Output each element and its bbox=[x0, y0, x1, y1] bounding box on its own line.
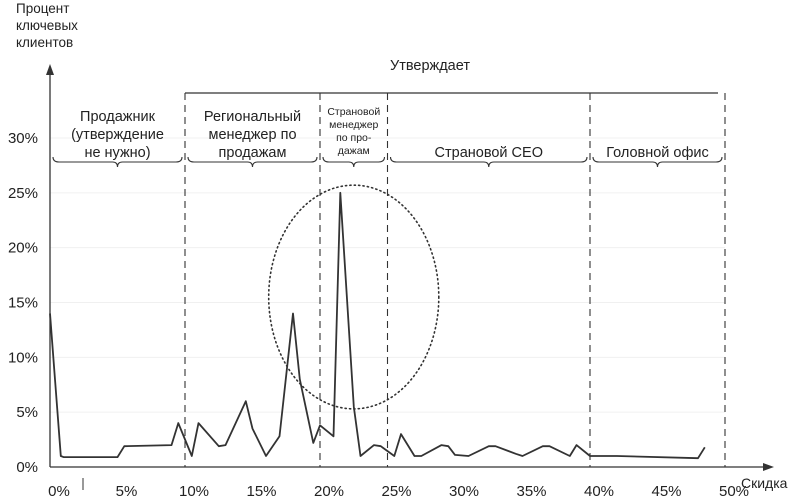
region-label-4-0: Головной офис bbox=[606, 145, 709, 161]
y-axis-label-line-1: ключевых bbox=[16, 18, 78, 33]
region-boundaries bbox=[184, 93, 726, 467]
y-tick-label-20: 20% bbox=[8, 240, 38, 257]
y-axis-arrow bbox=[46, 64, 54, 75]
region-label-0-2: не нужно) bbox=[84, 145, 150, 161]
x-tick-label-40: 40% bbox=[584, 483, 614, 500]
y-axis-label: Процент ключевых клиентов bbox=[16, 1, 78, 50]
x-tick-label-5: 5% bbox=[116, 483, 138, 500]
x-tick-label-10: 10% bbox=[179, 483, 209, 500]
x-tick-label-25: 25% bbox=[381, 483, 411, 500]
region-label-1-0: Региональный bbox=[204, 109, 301, 125]
region-label-2-0: Страновой bbox=[327, 106, 380, 118]
y-tick-label-0: 0% bbox=[16, 459, 38, 476]
y-tick-label-5: 5% bbox=[16, 404, 38, 421]
y-tick-labels: 0% 5% 10% 15% 20% 25% 30% bbox=[8, 130, 38, 476]
x-tick-label-30: 30% bbox=[449, 483, 479, 500]
region-label-2-2: по про- bbox=[336, 132, 372, 144]
y-tick-label-10: 10% bbox=[8, 349, 38, 366]
highlight-ellipse bbox=[267, 184, 440, 410]
approval-bracket-label: Утверждает bbox=[390, 58, 470, 74]
x-tick-label-15: 15% bbox=[246, 483, 276, 500]
x-tick-label-20: 20% bbox=[314, 483, 344, 500]
highlight-ellipse-shape bbox=[267, 184, 440, 410]
region-label-1-2: продажам bbox=[219, 145, 287, 161]
y-tick-label-30: 30% bbox=[8, 130, 38, 147]
axes bbox=[46, 64, 774, 490]
y-axis-label-line-0: Процент bbox=[16, 1, 69, 16]
region-label-1-1: менеджер по bbox=[208, 127, 296, 143]
region-label-2-3: дажам bbox=[338, 145, 370, 157]
x-axis-arrow bbox=[763, 463, 774, 471]
y-tick-label-25: 25% bbox=[8, 185, 38, 202]
region-brace-1 bbox=[187, 156, 318, 168]
x-tick-label-35: 35% bbox=[516, 483, 546, 500]
x-tick-labels: 0% 5% 10% 15% 20% 25% 30% 35% 40% 45% 50% bbox=[48, 483, 749, 500]
x-tick-label-50: 50% bbox=[719, 483, 749, 500]
x-tick-label-45: 45% bbox=[651, 483, 681, 500]
region-brace-4 bbox=[592, 156, 723, 168]
region-brace-3 bbox=[389, 156, 588, 168]
y-tick-label-15: 15% bbox=[8, 295, 38, 312]
x-tick-label-0: 0% bbox=[48, 483, 70, 500]
region-brace-2 bbox=[322, 156, 386, 168]
y-axis-label-line-2: клиентов bbox=[16, 35, 73, 50]
series-line-0 bbox=[49, 191, 706, 460]
approval-regions: Продажник (утверждение не нужно) Региональн… bbox=[52, 106, 723, 168]
region-label-2-1: менеджер bbox=[329, 119, 378, 131]
approval-bracket: Утверждает bbox=[185, 58, 718, 94]
region-label-3-0: Страновой CEO bbox=[435, 145, 543, 161]
x-axis-label: Скидка bbox=[741, 475, 788, 491]
region-label-0-0: Продажник bbox=[80, 109, 156, 125]
region-label-0-1: (утверждение bbox=[71, 127, 164, 143]
region-brace-0 bbox=[52, 156, 183, 168]
data-series bbox=[49, 191, 706, 460]
